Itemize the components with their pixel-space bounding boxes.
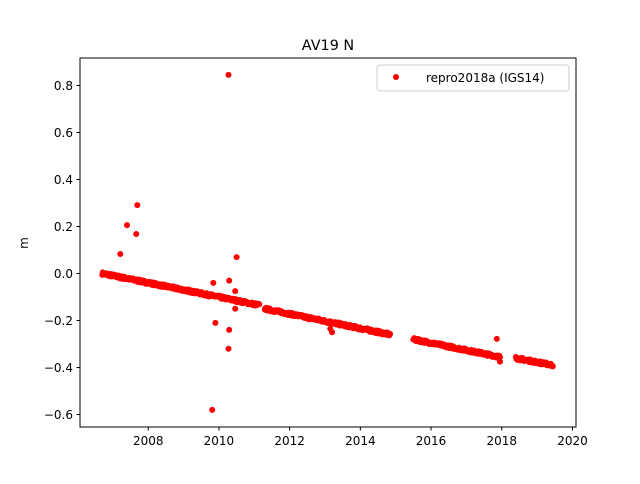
data-point [549,363,556,370]
data-point-outlier [209,406,216,413]
legend-marker [393,74,399,80]
x-tick-label: 2010 [204,434,235,448]
data-points [99,71,556,413]
data-point-outlier [327,325,334,332]
data-point-outlier [225,345,232,352]
data-point-outlier [496,358,503,365]
data-point-outlier [117,251,124,258]
x-tick-label: 2008 [133,434,164,448]
data-point-outlier [232,305,239,312]
x-axis: 2008 2010 2012 2014 2016 2018 2020 [133,427,588,448]
data-point-outlier [133,231,140,238]
data-point [387,331,394,338]
y-tick-label: −0.6 [44,408,73,422]
y-tick-label: −0.2 [44,314,73,328]
data-point-outlier [134,202,141,209]
data-point-outlier [124,222,131,229]
y-tick-label: −0.4 [44,361,73,375]
data-point-outlier [210,279,217,286]
data-point [496,354,503,361]
data-point-outlier [493,335,500,342]
axes-frame [79,57,577,428]
x-tick-label: 2020 [557,434,588,448]
y-tick-label: 0.6 [54,126,73,140]
data-point-outlier [226,326,233,333]
y-axis: −0.6 −0.4 −0.2 0.0 0.2 0.4 0.6 0.8 [44,79,80,422]
data-point-outlier [212,319,219,326]
y-tick-label: 0.8 [54,79,73,93]
x-tick-label: 2016 [416,434,447,448]
y-tick-label: 0.0 [54,267,73,281]
data-point-outlier [232,288,239,295]
data-point-outlier [233,254,240,261]
y-tick-label: 0.2 [54,220,73,234]
x-tick-label: 2014 [345,434,376,448]
legend-box [376,64,570,92]
y-tick-label: 0.4 [54,173,73,187]
x-tick-label: 2012 [274,434,305,448]
chart-title: AV19 N [302,38,354,54]
legend: repro2018a (IGS14) [376,64,570,92]
legend-label: repro2018a (IGS14) [426,71,544,85]
data-point [256,301,263,308]
x-tick-label: 2018 [486,434,517,448]
data-point-outlier [226,277,233,284]
y-axis-label: m [17,237,31,249]
data-point-outlier [225,71,232,78]
